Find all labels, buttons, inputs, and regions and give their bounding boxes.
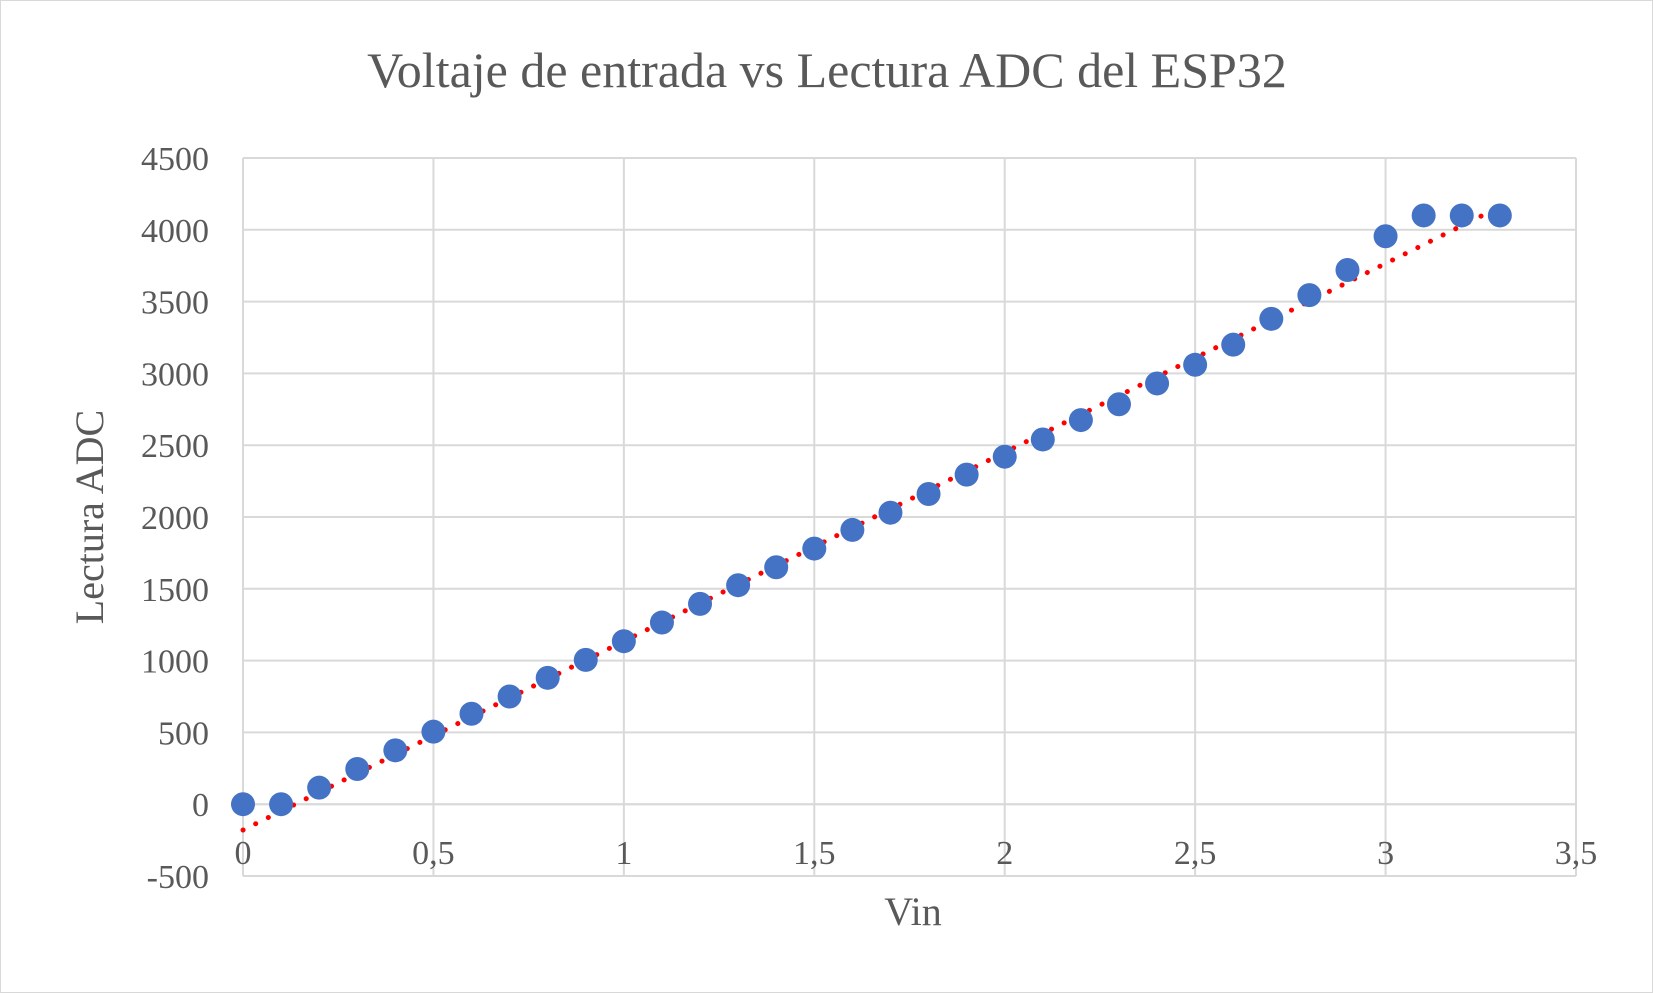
linear-trendline <box>240 204 1503 833</box>
data-point <box>497 684 522 709</box>
x-tick-label: 3,5 <box>1555 835 1598 872</box>
x-tick-label: 2,5 <box>1174 835 1217 872</box>
y-tick-label: 0 <box>192 787 209 824</box>
y-tick-label: -500 <box>147 859 209 896</box>
x-tick-label: 3 <box>1377 835 1394 872</box>
y-tick-label: 3500 <box>141 285 209 322</box>
y-axis-title: Lectura ADC <box>67 410 112 624</box>
x-tick-label: 0 <box>235 835 252 872</box>
data-point <box>802 536 827 561</box>
data-points <box>231 203 1512 817</box>
trendline-layer <box>240 204 1503 833</box>
x-tick-label: 0,5 <box>412 835 455 872</box>
y-tick-label: 3000 <box>141 356 209 393</box>
chart-title: Voltaje de entrada vs Lectura ADC del ES… <box>367 42 1287 98</box>
data-point <box>1335 258 1360 283</box>
data-point <box>878 500 903 525</box>
data-point <box>1068 408 1093 433</box>
data-point <box>840 517 865 542</box>
x-axis-title: Vin <box>884 889 942 934</box>
data-point <box>535 665 560 690</box>
y-tick-label: 1000 <box>141 644 209 681</box>
x-tick-label: 1,5 <box>793 835 836 872</box>
data-point <box>1297 283 1322 308</box>
x-tick-label: 1 <box>615 835 632 872</box>
data-point <box>1030 427 1055 452</box>
data-point <box>764 555 789 580</box>
data-point <box>307 775 332 800</box>
data-point <box>1373 224 1398 249</box>
data-point <box>1106 392 1131 417</box>
y-tick-label: 500 <box>158 715 209 752</box>
data-point <box>726 573 751 598</box>
y-tick-label: 4500 <box>141 141 209 178</box>
data-point <box>688 591 713 616</box>
data-point <box>954 462 979 487</box>
data-point <box>573 647 598 672</box>
data-point <box>383 738 408 763</box>
data-point <box>916 482 941 507</box>
data-point <box>231 792 255 817</box>
y-tick-label: 2000 <box>141 500 209 537</box>
x-tick-label: 2 <box>996 835 1013 872</box>
data-point <box>1221 332 1246 357</box>
y-tick-label: 2500 <box>141 428 209 465</box>
data-point <box>1259 306 1284 331</box>
data-point <box>992 444 1017 469</box>
data-point <box>1183 352 1208 377</box>
data-point <box>345 757 370 782</box>
y-tick-label: 1500 <box>141 572 209 609</box>
data-point <box>1449 203 1474 228</box>
gridlines <box>242 157 1577 877</box>
data-point <box>649 610 674 635</box>
data-point <box>459 701 484 726</box>
data-point <box>1487 203 1512 228</box>
data-point <box>1411 203 1436 228</box>
tick-labels: -500 0 500 1000 1500 2000 2500 3000 3500 4000 4500… <box>141 141 1597 896</box>
data-point <box>611 629 636 654</box>
data-point <box>269 792 294 817</box>
data-point <box>421 719 446 744</box>
data-point <box>1145 371 1170 396</box>
y-tick-label: 4000 <box>141 213 209 250</box>
